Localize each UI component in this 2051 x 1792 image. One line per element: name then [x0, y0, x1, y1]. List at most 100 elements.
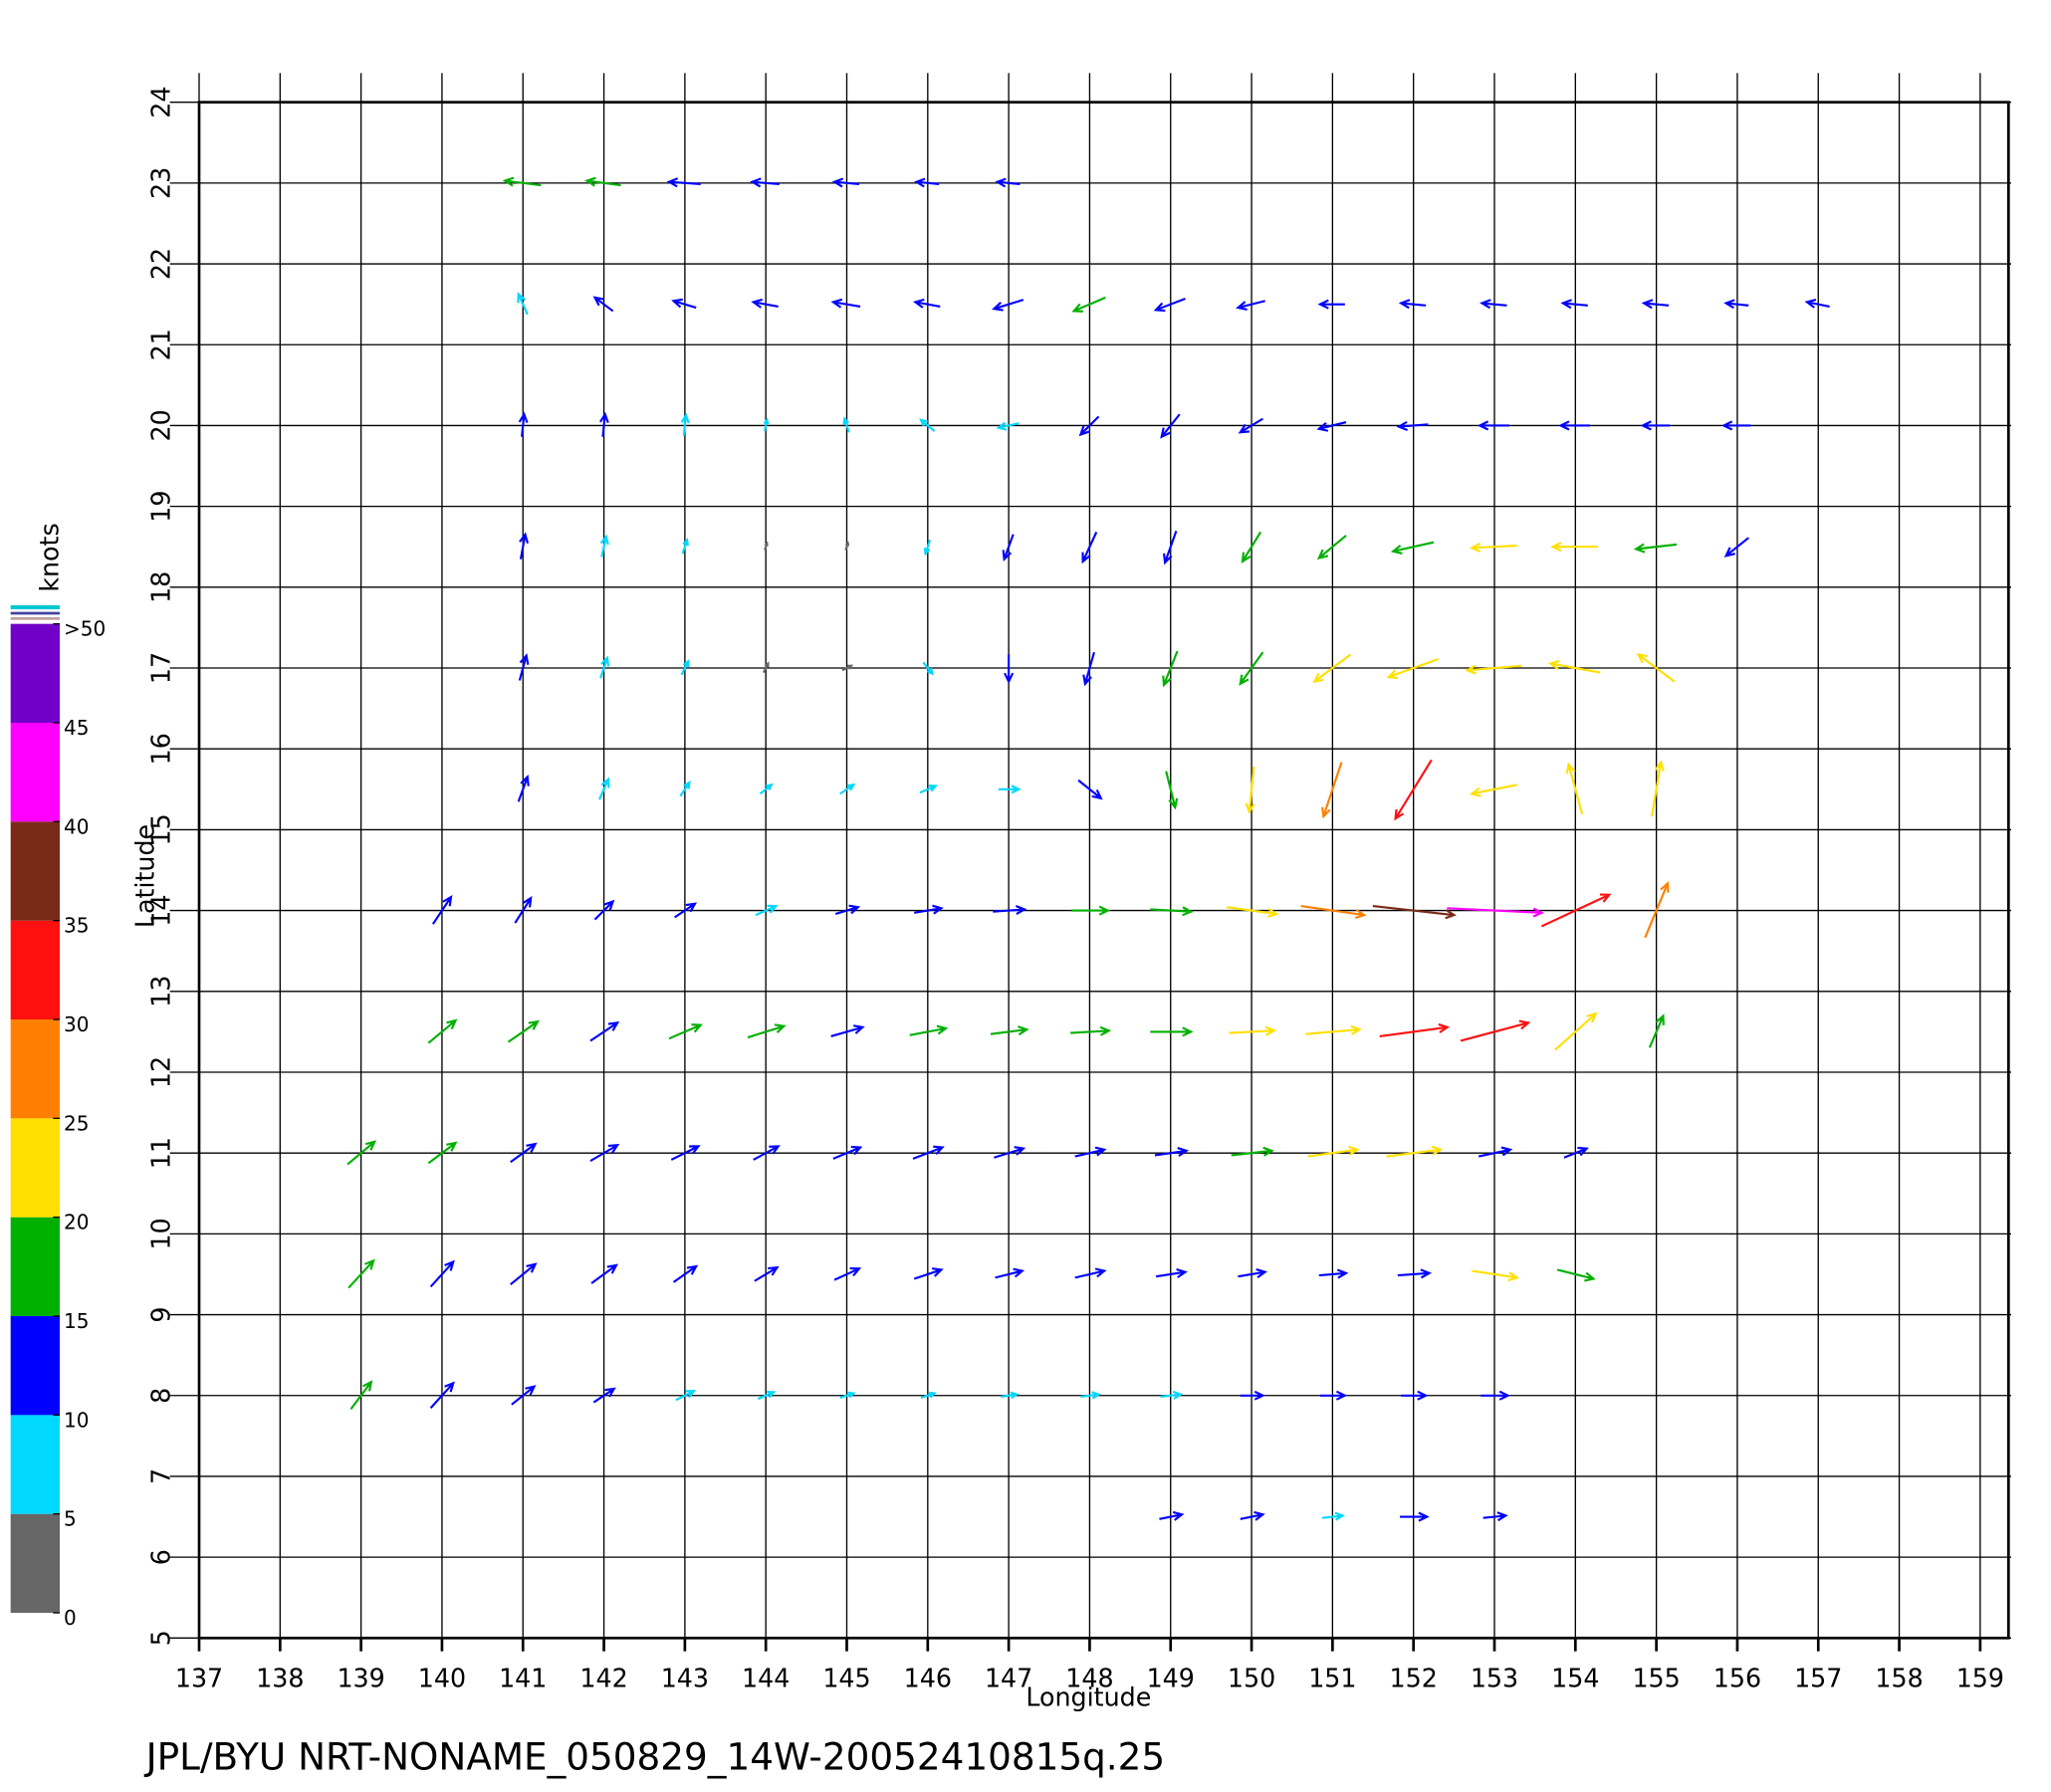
wind-vector [1400, 1511, 1430, 1522]
wind-vector [1229, 1025, 1277, 1036]
y-tick-label: 19 [146, 491, 176, 523]
wind-vector [1723, 299, 1749, 310]
wind-vector [590, 1263, 619, 1284]
x-tick-label: 140 [418, 1664, 466, 1693]
colorbar-segment [10, 1217, 60, 1316]
wind-vector [998, 784, 1022, 794]
wind-vector [589, 1144, 620, 1163]
wind-vector [1080, 1391, 1101, 1400]
wind-vector [763, 417, 770, 432]
wind-vector [747, 1023, 787, 1039]
y-tick-label: 12 [146, 1056, 176, 1088]
wind-vector [511, 1385, 537, 1406]
wind-vector [764, 541, 769, 551]
wind-vector [519, 532, 530, 560]
wind-vector [753, 1145, 781, 1161]
wind-vector [754, 1265, 780, 1282]
wind-vector [1540, 893, 1612, 928]
wind-vector [830, 1024, 865, 1037]
x-tick-label: 148 [1065, 1664, 1113, 1693]
wind-vector [1319, 1390, 1348, 1401]
wind-vector [518, 653, 530, 681]
x-tick-label: 142 [579, 1664, 627, 1693]
wind-vector [1477, 420, 1509, 431]
wind-vector [1002, 534, 1015, 561]
wind-vector [427, 1141, 458, 1165]
colorbar-tick-label: 35 [64, 914, 89, 938]
wind-vector [598, 777, 610, 800]
wind-vector [834, 904, 861, 916]
wind-vector [1318, 1268, 1349, 1279]
wind-vector [1469, 542, 1517, 553]
vectors [346, 176, 1830, 1522]
wind-vector [750, 177, 780, 188]
colorbar-tick-label: 20 [64, 1211, 89, 1234]
colorbar-tick-label: 40 [64, 814, 89, 838]
chart-title: JPL/BYU NRT-NONAME_050829_14W-2005241081… [144, 1734, 1165, 1778]
wind-vector [1550, 542, 1598, 553]
x-tick-label: 157 [1794, 1664, 1842, 1693]
colorbar-tick-label: >50 [64, 617, 106, 641]
wind-vector [1633, 543, 1678, 554]
wind-vector [668, 1023, 703, 1040]
wind-vector [1398, 299, 1427, 310]
wind-vector [757, 1390, 777, 1401]
wind-vector [759, 783, 774, 795]
wind-vector [1082, 651, 1095, 687]
wind-vector [914, 904, 944, 915]
wind-vector [1386, 1145, 1444, 1158]
wind-vector [1236, 300, 1265, 311]
grid [169, 73, 2011, 1639]
wind-vector [675, 1390, 697, 1402]
y-tick-label: 11 [146, 1137, 176, 1169]
wind-vector [1640, 420, 1671, 431]
x-tick-label: 149 [1147, 1664, 1195, 1693]
wind-vector [1316, 535, 1347, 560]
wind-vector [1556, 1268, 1596, 1282]
wind-vector [1482, 1511, 1508, 1522]
wind-vector [680, 412, 690, 436]
wind-vector [1077, 779, 1103, 800]
colorbar-segment [10, 1118, 60, 1218]
wind-vector [1163, 531, 1178, 565]
y-tick-label: 18 [146, 571, 176, 603]
wind-vector [1447, 907, 1545, 918]
wind-vector [674, 902, 698, 919]
wind-vector [599, 411, 609, 437]
wind-vector [1321, 762, 1343, 819]
wind-vector [1644, 881, 1670, 939]
wind-vector [1317, 299, 1345, 310]
wind-vector [346, 1140, 377, 1166]
wind-vector [1004, 654, 1015, 685]
wind-vector [681, 538, 689, 555]
wind-vector [1155, 1267, 1188, 1278]
wind-vector [1316, 421, 1347, 432]
x-tick-label: 143 [661, 1664, 709, 1693]
x-tick-label: 147 [985, 1664, 1032, 1693]
y-tick-label: 17 [146, 652, 176, 684]
wind-vector [1636, 652, 1676, 683]
wind-vector [518, 411, 529, 437]
x-tick-label: 151 [1308, 1664, 1356, 1693]
wind-vector [672, 1264, 699, 1283]
wind-vector [842, 416, 850, 433]
wind-vector [1480, 299, 1507, 310]
y-tick-label: 24 [146, 87, 176, 118]
y-tick-label: 7 [146, 1468, 176, 1484]
wind-vector [1560, 299, 1588, 310]
wind-vector [839, 1391, 856, 1400]
wind-vector [1239, 651, 1264, 686]
plot-frame [197, 101, 2010, 1640]
wind-vector [671, 298, 697, 310]
colorbar-segment [10, 1019, 60, 1119]
wind-vector [1563, 1146, 1589, 1159]
wind-vector [517, 775, 530, 802]
x-tick-label: 141 [499, 1664, 547, 1693]
wind-vector [431, 894, 453, 925]
y-tick-label: 14 [146, 894, 176, 926]
wind-vector [592, 296, 614, 313]
wind-vector [762, 661, 770, 674]
x-tick-label: 150 [1228, 1664, 1275, 1693]
y-tick-label: 5 [146, 1630, 176, 1646]
colorbar-tick-label: 25 [64, 1111, 89, 1135]
